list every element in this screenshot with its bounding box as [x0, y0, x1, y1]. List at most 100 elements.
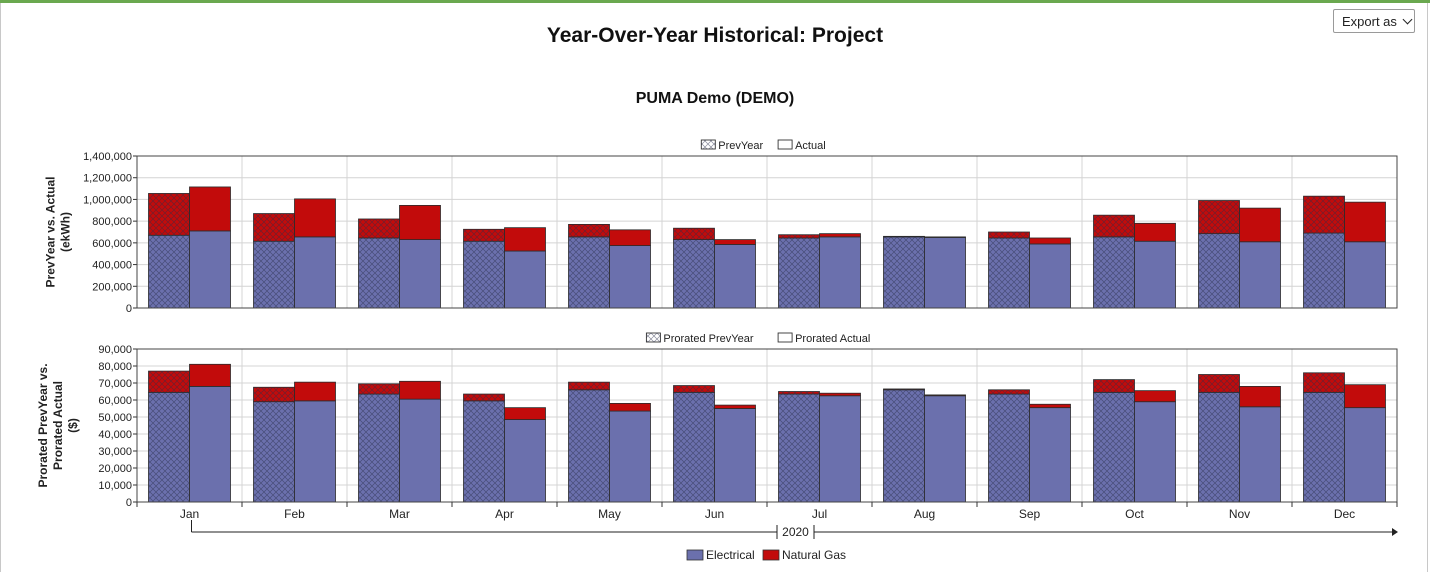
bar-natural-gas-prorated-actual-feb — [294, 381, 336, 402]
bar-natural-gas-actual-oct — [1134, 222, 1176, 242]
bar-electrical-actual-may — [609, 245, 651, 309]
bar-electrical-actual-sep — [1029, 243, 1071, 309]
legend-label-prevyear: PrevYear — [718, 140, 763, 152]
x-tick-label-sep: Sep — [1019, 507, 1041, 521]
x-tick-label-jul: Jul — [812, 507, 827, 521]
year-label: 2020 — [782, 525, 809, 539]
hatch-overlay — [253, 241, 295, 308]
bar-natural-gas-actual-feb — [294, 198, 336, 238]
legend-swatch-actual — [777, 332, 793, 343]
x-tick-label-aug: Aug — [914, 507, 935, 521]
legend-label-electrical: Electrical — [706, 548, 755, 562]
bar-natural-gas-prorated-actual-sep — [1029, 403, 1071, 409]
hatch-overlay — [988, 232, 1030, 238]
hatch-overlay — [1303, 372, 1345, 393]
legend-label-prevyear: Prorated PrevYear — [663, 333, 753, 345]
bar-electrical-prorated-actual-feb — [294, 400, 336, 503]
y-tick-label: 600,000 — [92, 238, 132, 250]
hatch-overlay — [778, 394, 820, 502]
x-tick-label-jun: Jun — [705, 507, 724, 521]
bar-natural-gas-prorated-actual-jun — [714, 404, 756, 409]
bar-natural-gas-prorated-actual-apr — [504, 407, 546, 420]
hatch-overlay — [988, 389, 1030, 395]
y-tick-label: 80,000 — [98, 361, 132, 373]
x-tick-label-jan: Jan — [180, 507, 199, 521]
top-legend-2: Prorated PrevYear Prorated Actual — [645, 332, 870, 345]
hatch-overlay — [358, 237, 400, 308]
bar-electrical-prorated-actual-may — [609, 410, 651, 503]
hatch-overlay — [988, 237, 1030, 308]
bar-electrical-prorated-actual-mar — [399, 398, 441, 503]
bar-natural-gas-prorated-actual-dec — [1344, 384, 1386, 409]
hatch-overlay — [1198, 374, 1240, 393]
bar-electrical-prorated-actual-jun — [714, 408, 756, 503]
y-tick-label: 70,000 — [98, 378, 132, 390]
y-tick-label: 40,000 — [98, 429, 132, 441]
hatch-overlay — [1303, 233, 1345, 308]
bar-electrical-actual-mar — [399, 239, 441, 309]
bar-natural-gas-actual-jun — [714, 239, 756, 245]
hatch-overlay — [1093, 215, 1135, 237]
bar-natural-gas-actual-jan — [189, 186, 231, 232]
bar-natural-gas-actual-jul — [819, 233, 861, 238]
bar-natural-gas-actual-aug — [924, 236, 966, 238]
hatch-overlay — [673, 385, 715, 393]
x-tick-label-may: May — [598, 507, 621, 521]
bar-electrical-prorated-actual-jul — [819, 395, 861, 503]
hatch-overlay — [1093, 379, 1135, 393]
hatch-overlay — [1303, 392, 1345, 502]
bar-natural-gas-actual-apr — [504, 227, 546, 252]
hatch-overlay — [568, 382, 610, 390]
hatch-overlay — [463, 400, 505, 502]
x-tick-label-nov: Nov — [1229, 507, 1250, 521]
bar-natural-gas-prorated-actual-jul — [819, 392, 861, 397]
hatch-overlay — [673, 392, 715, 502]
bar-electrical-prorated-actual-apr — [504, 419, 546, 503]
hatch-overlay — [253, 387, 295, 402]
hatch-overlay — [568, 236, 610, 308]
bar-electrical-actual-aug — [924, 237, 966, 309]
hatch-overlay — [701, 140, 716, 149]
x-tick-label-feb: Feb — [284, 507, 305, 521]
hatch-overlay — [1303, 196, 1345, 234]
bar-electrical-prorated-actual-sep — [1029, 407, 1071, 503]
y-tick-label: 200,000 — [92, 281, 132, 293]
y-tick-label: 10,000 — [98, 480, 132, 492]
y-tick-label: 60,000 — [98, 395, 132, 407]
hatch-overlay — [673, 228, 715, 240]
hatch-overlay — [646, 333, 661, 342]
export-as-dropdown[interactable]: Export as — [1333, 9, 1415, 33]
hatch-overlay — [1093, 392, 1135, 502]
y-tick-label: 0 — [126, 303, 132, 315]
hatch-overlay — [568, 224, 610, 237]
bar-electrical-actual-feb — [294, 236, 336, 309]
y-tick-label: 1,200,000 — [83, 173, 132, 185]
bar-natural-gas-actual-mar — [399, 204, 441, 240]
hatch-overlay — [253, 401, 295, 502]
hatch-overlay — [253, 213, 295, 242]
chart-panel-1: 0 200,000 400,000 600,000 800,000 1,000,000 1,… — [44, 139, 1398, 315]
hatch-overlay — [148, 193, 190, 236]
legend-swatch-actual — [777, 139, 793, 150]
bar-natural-gas-prorated-actual-nov — [1239, 385, 1281, 408]
hatch-overlay — [1198, 392, 1240, 502]
hatch-overlay — [358, 394, 400, 502]
y-tick-label: 1,000,000 — [83, 194, 132, 206]
hatch-overlay — [568, 389, 610, 502]
legend-label-actual: Actual — [795, 140, 826, 152]
hatch-overlay — [463, 241, 505, 308]
bar-electrical-prorated-actual-dec — [1344, 407, 1386, 503]
bar-electrical-actual-oct — [1134, 240, 1176, 309]
bar-electrical-actual-jan — [189, 230, 231, 309]
bar-electrical-prorated-actual-nov — [1239, 406, 1281, 503]
hatch-overlay — [148, 371, 190, 393]
bar-electrical-prorated-actual-oct — [1134, 401, 1176, 503]
hatch-overlay — [463, 229, 505, 242]
hatch-overlay — [358, 218, 400, 238]
y-tick-label: 800,000 — [92, 216, 132, 228]
left-border — [0, 3, 1, 572]
bar-electrical-actual-jun — [714, 244, 756, 309]
y-axis-label: Prorated PrevYear vs.Prorated Actual($) — [36, 363, 80, 487]
top-accent-bar — [0, 0, 1430, 3]
bar-electrical-actual-dec — [1344, 241, 1386, 309]
